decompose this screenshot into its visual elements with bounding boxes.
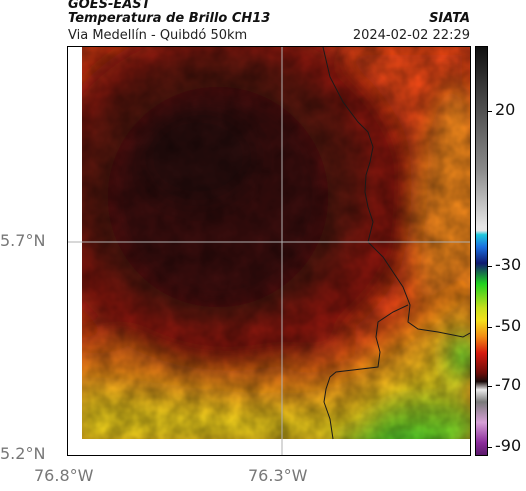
colorbar-label-minus50: -50: [495, 316, 522, 335]
lat-label-5.2: 5.2°N: [0, 444, 46, 463]
grid-lines: [68, 47, 470, 455]
map-bottom-margin: [68, 439, 470, 455]
colorbar-tick: [487, 386, 492, 387]
timestamp: 2024-02-02 22:29: [352, 28, 470, 43]
satellite-title: GOES-EAST: [68, 0, 151, 12]
colorbar-label-minus90: -90: [495, 436, 522, 455]
colorbar-tick: [487, 266, 492, 267]
route-subtitle: Via Medellín - Quibdó 50km: [68, 28, 248, 43]
brightness-temperature-field: [68, 47, 470, 455]
lon-label-76.3: 76.3°W: [248, 466, 308, 485]
colorbar-tick: [487, 111, 492, 112]
colorbar-label-20: 20: [495, 100, 516, 119]
lon-label-76.8: 76.8°W: [34, 466, 94, 485]
agency-label: SIATA: [429, 11, 470, 26]
colorbar-tick: [487, 327, 492, 328]
colorbar-label-minus70: -70: [495, 375, 522, 394]
border-lines: [322, 47, 470, 440]
colorbar-tick: [487, 447, 492, 448]
texture-noise: [82, 47, 470, 439]
map-left-margin: [68, 47, 82, 455]
product-title: Temperatura de Brillo CH13: [68, 11, 271, 26]
satellite-map: [67, 46, 471, 456]
colorbar-label-minus30: -30: [495, 255, 522, 274]
lat-label-5.7: 5.7°N: [0, 231, 46, 250]
colorbar: [475, 46, 488, 456]
